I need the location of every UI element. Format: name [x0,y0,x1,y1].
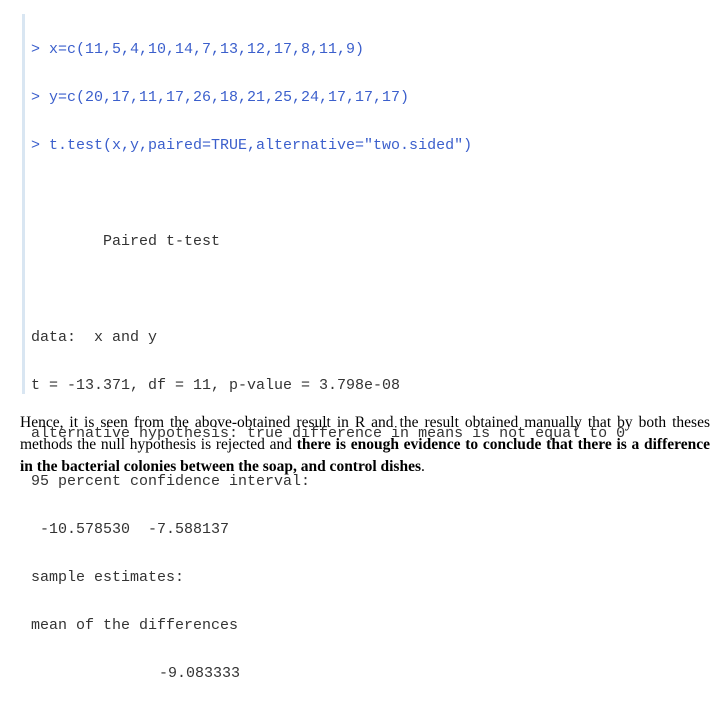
r-output-sample-est: sample estimates: [31,566,712,590]
r-input-line-2: > y=c(20,17,11,17,26,18,21,25,24,17,17,1… [31,86,712,110]
conclusion-text-2: . [421,458,425,475]
r-input-line-1: > x=c(11,5,4,10,14,7,13,12,17,8,11,9) [31,38,712,62]
r-output-blank-1 [31,182,712,206]
conclusion-paragraph: Hence, it is seen from the above-obtaine… [20,412,710,478]
r-console-block: > x=c(11,5,4,10,14,7,13,12,17,8,11,9) > … [22,14,712,394]
r-output-title: Paired t-test [31,230,712,254]
r-output-data: data: x and y [31,326,712,350]
r-output-stats: t = -13.371, df = 11, p-value = 3.798e-0… [31,374,712,398]
r-input-line-3: > t.test(x,y,paired=TRUE,alternative="tw… [31,134,712,158]
r-output-ci-values: -10.578530 -7.588137 [31,518,712,542]
r-output-blank-2 [31,278,712,302]
r-output-mean-val: -9.083333 [31,662,712,686]
r-output-mean-diff: mean of the differences [31,614,712,638]
